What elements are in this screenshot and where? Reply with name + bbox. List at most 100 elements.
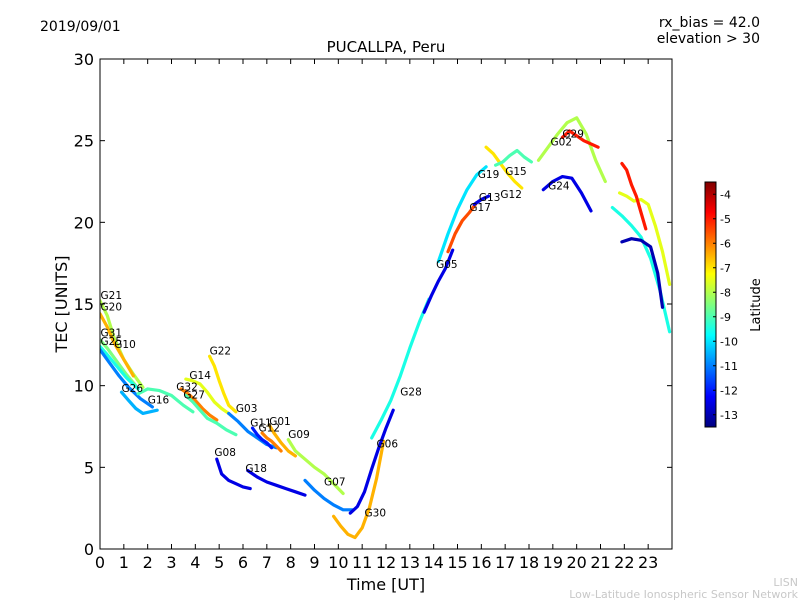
satellite-label-g21: G21: [101, 290, 123, 302]
x-tick-label: 14: [423, 553, 443, 572]
series-g05: [422, 248, 455, 314]
series-g22: [208, 354, 238, 414]
x-tick-label: 23: [638, 553, 658, 572]
satellite-label-g17: G17: [469, 202, 491, 214]
x-tick-label: 18: [519, 553, 539, 572]
y-axis-label: TEC [UNITS]: [52, 256, 71, 354]
colorbar-tick-label: -4: [720, 188, 731, 201]
x-tick-label: 17: [495, 553, 515, 572]
rx-bias-label: rx_bias = 42.0: [659, 15, 760, 31]
y-axis: 0 5 10 15 20 25 30: [74, 50, 672, 559]
date-label: 2019/09/01: [40, 19, 121, 35]
series-g09: [286, 438, 345, 496]
series-g20: [100, 312, 135, 378]
y-tick-label: 20: [74, 213, 94, 232]
y-tick-label: 15: [74, 295, 94, 314]
satellite-label-g12: G12: [500, 189, 522, 201]
satellite-label-g31: G31: [101, 328, 123, 340]
satellite-label-g29: G29: [562, 128, 584, 140]
latitude-colorbar: -4 -5 -6 -7 -8 -9 -10 -11 -12 -13 Latitude: [704, 181, 764, 428]
x-tick-label: 5: [214, 553, 224, 572]
chart-title: PUCALLPA, Peru: [327, 38, 446, 56]
satellite-label-g10: G10: [114, 339, 136, 351]
series-g25: [100, 344, 140, 391]
series-track-34: [620, 237, 665, 309]
x-tick-label: 21: [590, 553, 610, 572]
satellite-label-g05: G05: [436, 259, 458, 271]
series-g24: [541, 175, 593, 213]
y-tick-label: 10: [74, 377, 94, 396]
satellite-label-g03: G03: [236, 403, 258, 415]
series-track-32: [617, 191, 672, 286]
series-g10: [100, 348, 154, 409]
x-tick-label: 8: [286, 553, 296, 572]
series-track-31: [610, 206, 672, 334]
colorbar-tick-label: -8: [720, 286, 731, 299]
x-axis-label: Time [UT]: [346, 575, 425, 594]
y-tick-label: 5: [84, 458, 94, 477]
satellite-label-g07: G07: [324, 476, 346, 488]
satellite-label-g01: G01: [269, 416, 291, 428]
colorbar-tick-label: -7: [720, 262, 731, 275]
colorbar-gradient: [704, 181, 717, 428]
series-g02: [536, 116, 607, 184]
satellite-label-g09: G09: [288, 429, 310, 441]
series-g17: [446, 201, 479, 254]
colorbar-ticks: -4 -5 -6 -7 -8 -9 -10 -11 -12 -13: [713, 188, 738, 422]
x-tick-label: 22: [614, 553, 634, 572]
satellite-label-g24: G24: [548, 181, 570, 193]
x-tick-label: 7: [262, 553, 272, 572]
x-tick-label: 11: [352, 553, 372, 572]
satellite-label-g32: G32: [176, 382, 198, 394]
series-g01: [267, 423, 297, 458]
series-g26: [119, 390, 159, 415]
satellite-label-g15: G15: [505, 166, 527, 178]
colorbar-tick-label: -13: [720, 409, 738, 422]
series-g31: [100, 338, 138, 388]
series-g29: [560, 129, 600, 149]
x-tick-label: 1: [119, 553, 129, 572]
series-g16: [136, 387, 195, 414]
series-g19: [436, 165, 488, 264]
y-tick-label: 0: [84, 540, 94, 559]
x-tick-label: 19: [543, 553, 563, 572]
footer-org-full: Low-Latitude Ionospheric Sensor Network: [569, 588, 798, 600]
colorbar-tick-label: -10: [720, 335, 738, 348]
satellite-label-g20: G20: [101, 302, 123, 314]
x-tick-label: 9: [309, 553, 319, 572]
series-g11: [250, 426, 274, 450]
x-tick-label: 10: [328, 553, 348, 572]
y-tick-label: 25: [74, 132, 94, 151]
x-tick-label: 4: [190, 553, 200, 572]
x-tick-label: 12: [376, 553, 396, 572]
x-tick-label: 13: [400, 553, 420, 572]
satellite-label-g12: G12: [259, 422, 281, 434]
satellite-label-g02: G02: [551, 137, 573, 149]
series-g28: [370, 297, 431, 440]
colorbar-tick-label: -5: [720, 213, 731, 226]
series-g30: [332, 439, 386, 540]
y-tick-label: 30: [74, 50, 94, 69]
colorbar-tick-label: -12: [720, 384, 738, 397]
satellite-label-g11: G11: [250, 418, 272, 430]
series-g27: [184, 393, 238, 437]
colorbar-tick-label: -6: [720, 237, 731, 250]
satellite-label-g16: G16: [148, 395, 170, 407]
satellite-label-g13: G13: [479, 192, 501, 204]
data-series-group: [100, 116, 672, 540]
x-tick-label: 6: [238, 553, 248, 572]
x-tick-label: 3: [166, 553, 176, 572]
series-track-33: [620, 161, 648, 231]
series-g15: [494, 148, 534, 167]
satellite-label-g18: G18: [245, 463, 267, 475]
series-g32: [179, 387, 219, 422]
elevation-label: elevation > 30: [657, 31, 760, 47]
colorbar-label: Latitude: [749, 278, 764, 332]
x-axis: 0 1 2 3 4 5 6 7 8 9 10 11 12 13 14 15 16 17 18 19 20 21 22 23: [95, 59, 658, 572]
series-g08: [215, 457, 252, 491]
series-g06: [348, 408, 395, 515]
series-g07: [303, 478, 355, 512]
x-tick-label: 15: [447, 553, 467, 572]
